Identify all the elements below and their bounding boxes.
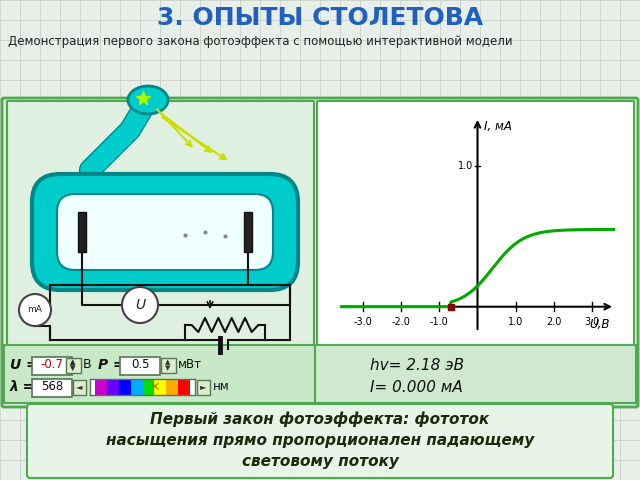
Bar — [166, 379, 179, 395]
Text: I, мА: I, мА — [484, 120, 512, 133]
Text: -3.0: -3.0 — [353, 316, 372, 326]
Text: 3. ОПЫТЫ СТОЛЕТОВА: 3. ОПЫТЫ СТОЛЕТОВА — [157, 6, 483, 30]
FancyBboxPatch shape — [65, 358, 81, 372]
Bar — [154, 379, 166, 395]
Text: Демонстрация первого закона фотоэффекта с помощью интерактивной модели: Демонстрация первого закона фотоэффекта … — [8, 36, 513, 48]
Text: λ =: λ = — [10, 380, 35, 394]
Text: 1.0: 1.0 — [508, 316, 524, 326]
Text: -1.0: -1.0 — [430, 316, 449, 326]
Text: ▲: ▲ — [165, 359, 171, 365]
Text: U,В: U,В — [589, 318, 609, 332]
Text: ✕: ✕ — [150, 381, 161, 394]
Bar — [118, 379, 131, 395]
Text: ▲: ▲ — [70, 359, 76, 365]
Bar — [131, 379, 143, 395]
Bar — [107, 379, 118, 395]
Text: 2.0: 2.0 — [546, 316, 561, 326]
Text: I= 0.000 мА: I= 0.000 мА — [370, 380, 463, 395]
Text: 0.5: 0.5 — [131, 359, 149, 372]
Text: 568: 568 — [41, 381, 63, 394]
FancyBboxPatch shape — [317, 101, 634, 346]
FancyBboxPatch shape — [32, 174, 298, 290]
Text: 3.0: 3.0 — [584, 316, 600, 326]
Bar — [95, 379, 107, 395]
Text: mA: mA — [28, 305, 42, 314]
Text: -0.7: -0.7 — [40, 359, 63, 372]
Text: hv= 2.18 эВ: hv= 2.18 эВ — [370, 358, 464, 372]
Bar — [4, 345, 636, 403]
Text: ▲: ▲ — [70, 359, 76, 365]
Text: 1.0: 1.0 — [458, 161, 473, 171]
FancyBboxPatch shape — [196, 380, 209, 395]
Ellipse shape — [128, 86, 168, 114]
Bar — [315, 345, 636, 403]
FancyBboxPatch shape — [57, 194, 273, 270]
Bar — [143, 379, 154, 395]
FancyBboxPatch shape — [32, 379, 72, 397]
Circle shape — [122, 287, 158, 323]
Text: мВт: мВт — [178, 359, 202, 372]
Text: Первый закон фотоэффекта: фототок
насыщения прямо пропорционален падающему
свето: Первый закон фотоэффекта: фототок насыще… — [106, 411, 534, 469]
FancyBboxPatch shape — [32, 357, 72, 375]
Circle shape — [19, 294, 51, 326]
Text: U: U — [135, 298, 145, 312]
Text: В: В — [83, 359, 92, 372]
Text: ◄: ◄ — [76, 383, 83, 392]
Text: ▼: ▼ — [165, 365, 171, 371]
FancyBboxPatch shape — [120, 357, 160, 375]
FancyBboxPatch shape — [27, 404, 613, 478]
Text: ▼: ▼ — [70, 365, 76, 371]
Text: нм: нм — [213, 381, 230, 394]
Bar — [78, 212, 86, 252]
FancyBboxPatch shape — [7, 101, 314, 346]
FancyBboxPatch shape — [2, 98, 638, 407]
FancyBboxPatch shape — [72, 380, 86, 395]
Text: U =: U = — [10, 358, 38, 372]
Bar — [244, 212, 252, 252]
Text: P =: P = — [98, 358, 125, 372]
Text: ►: ► — [200, 383, 206, 392]
Text: ▼: ▼ — [70, 365, 76, 371]
FancyBboxPatch shape — [161, 358, 175, 372]
Text: -2.0: -2.0 — [392, 316, 410, 326]
Bar — [179, 379, 190, 395]
